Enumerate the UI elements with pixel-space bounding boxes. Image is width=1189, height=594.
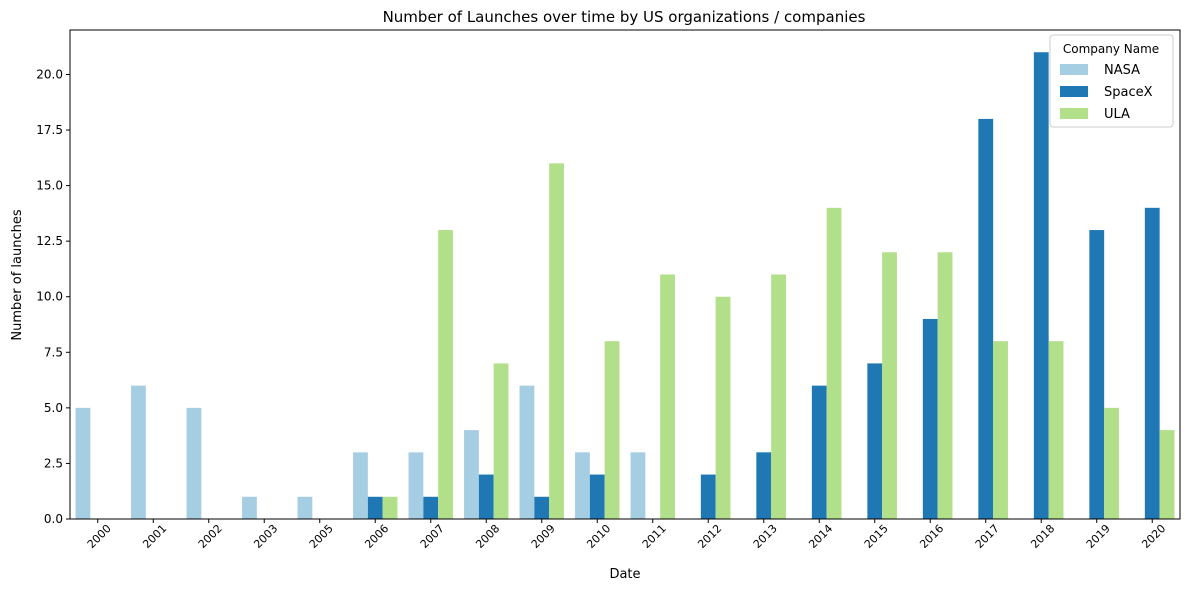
bar-ula-2019 — [1104, 407, 1119, 519]
legend-label-nasa: NASA — [1104, 63, 1140, 78]
x-tick-label: 2010 — [584, 522, 613, 551]
y-axis: 0.0 2.5 5.0 7.5 10.0 12.5 15.0 17.5 20.0 — [36, 67, 70, 526]
y-tick-label: 20.0 — [36, 67, 63, 81]
x-tick-label: 2019 — [1084, 522, 1113, 551]
x-tick-label: 2013 — [751, 522, 780, 551]
bar-nasa-2001 — [131, 385, 146, 519]
bar-ula-2018 — [1048, 341, 1064, 519]
x-tick-label: 2015 — [862, 522, 891, 551]
x-tick-label: 2012 — [695, 522, 724, 551]
bar-nasa-2008 — [464, 430, 479, 519]
bar-spacex-2008 — [478, 474, 494, 519]
y-tick-label: 12.5 — [36, 234, 63, 248]
legend-swatch-spacex — [1060, 86, 1088, 97]
plot-frame — [69, 29, 1181, 520]
y-tick-label: 7.5 — [44, 345, 63, 359]
bar-spacex-2017 — [978, 118, 994, 519]
x-tick-label: 2014 — [806, 522, 835, 551]
bar-nasa-2010 — [575, 452, 590, 519]
x-tick-label: 2008 — [473, 522, 502, 551]
x-tick-label: 2016 — [917, 522, 946, 551]
bar-ula-2006 — [382, 496, 398, 519]
bar-ula-2009 — [549, 163, 564, 519]
legend-label-ula: ULA — [1104, 107, 1130, 122]
bar-ula-2007 — [438, 230, 453, 519]
y-axis-label: Number of launches — [10, 209, 25, 340]
bar-spacex-2020 — [1144, 207, 1160, 519]
bar-ula-2008 — [493, 363, 509, 519]
y-tick-label: 2.5 — [44, 456, 63, 470]
x-tick-label: 2000 — [85, 522, 114, 551]
bar-ula-2013 — [771, 274, 786, 519]
bar-spacex-2016 — [922, 318, 938, 519]
bar-nasa-2000 — [75, 407, 91, 519]
legend: Company Name NASA SpaceX ULA — [1049, 34, 1174, 128]
y-tick-label: 5.0 — [44, 401, 63, 415]
legend-label-spacex: SpaceX — [1104, 85, 1153, 100]
bar-spacex-2009 — [534, 496, 550, 519]
bar-nasa-2011 — [630, 452, 646, 519]
legend-title: Company Name — [1063, 42, 1159, 56]
x-tick-label: 2011 — [640, 522, 669, 551]
bar-nasa-2003 — [242, 496, 257, 519]
x-axis: 2000 2001 2002 2003 2005 2006 2007 2008 2009 2010… — [85, 519, 1168, 551]
legend-swatch-ula — [1060, 108, 1088, 119]
x-tick-label: 2002 — [196, 522, 225, 551]
legend-box — [1049, 34, 1174, 128]
bar-spacex-2015 — [867, 363, 883, 519]
bar-ula-2017 — [993, 341, 1008, 519]
x-tick-label: 2018 — [1028, 522, 1057, 551]
bar-spacex-2019 — [1089, 230, 1105, 519]
bar-spacex-2013 — [756, 452, 772, 519]
bar-ula-2012 — [715, 296, 731, 519]
y-tick-label: 17.5 — [36, 123, 63, 137]
bar-nasa-2002 — [186, 407, 202, 519]
bar-ula-2014 — [826, 207, 842, 519]
bar-spacex-2014 — [811, 385, 827, 519]
bar-ula-2020 — [1159, 430, 1175, 519]
bar-ula-2016 — [937, 252, 953, 520]
x-axis-label: Date — [609, 567, 640, 582]
x-tick-label: 2006 — [362, 522, 391, 551]
y-tick-label: 0.0 — [44, 512, 63, 526]
bar-ula-2015 — [882, 252, 897, 520]
bar-spacex-2007 — [423, 496, 439, 519]
legend-swatch-nasa — [1060, 64, 1088, 75]
bar-spacex-2010 — [589, 474, 605, 519]
y-tick-label: 10.0 — [36, 290, 63, 304]
bar-ula-2011 — [660, 274, 675, 519]
x-tick-label: 2017 — [973, 522, 1002, 551]
bar-nasa-2006 — [353, 452, 368, 519]
bar-nasa-2009 — [519, 385, 535, 519]
x-tick-label: 2009 — [529, 522, 558, 551]
x-tick-label: 2005 — [307, 522, 336, 551]
x-tick-label: 2020 — [1139, 522, 1168, 551]
bar-spacex-2006 — [367, 496, 383, 519]
bar-spacex-2012 — [700, 474, 716, 519]
x-tick-label: 2007 — [418, 522, 447, 551]
bar-ula-2010 — [604, 341, 620, 519]
x-tick-label: 2001 — [140, 522, 169, 551]
chart-title: Number of Launches over time by US organ… — [383, 8, 866, 26]
x-tick-label: 2003 — [251, 522, 280, 551]
bars-layer — [75, 52, 1175, 520]
bar-nasa-2007 — [408, 452, 424, 519]
bar-spacex-2018 — [1033, 52, 1049, 520]
y-tick-label: 15.0 — [36, 179, 63, 193]
bar-nasa-2005 — [297, 496, 313, 519]
